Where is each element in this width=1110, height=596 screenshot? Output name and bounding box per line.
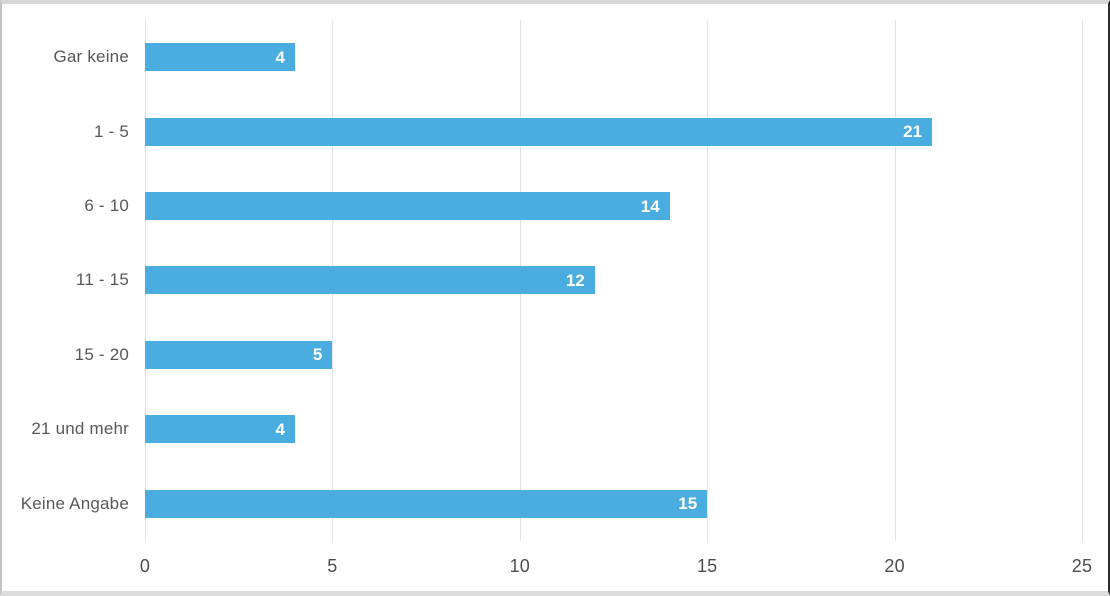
category-label: 21 und mehr bbox=[31, 419, 129, 439]
x-tick-label: 15 bbox=[696, 556, 718, 576]
x-tick-label: 20 bbox=[884, 556, 905, 576]
bar: 21 bbox=[145, 117, 933, 146]
bar-row: 12 bbox=[145, 243, 1082, 317]
bar-chart: Gar keine 1 - 5 6 - 10 11 - 15 15 - 20 21 und… bbox=[2, 4, 1108, 591]
bar-row: 5 bbox=[145, 318, 1082, 392]
bar-value-label: 14 bbox=[640, 196, 660, 216]
bar-rows: 4 21 14 12 5 4 15 bbox=[145, 20, 1082, 541]
bar: 14 bbox=[145, 192, 670, 221]
category-label: 1 - 5 bbox=[93, 121, 129, 141]
x-tick-label: 10 bbox=[509, 556, 531, 576]
bar: 5 bbox=[145, 340, 333, 369]
category-label: 6 - 10 bbox=[84, 196, 129, 216]
x-tick-label: 25 bbox=[1071, 556, 1093, 576]
bar-row: 4 bbox=[145, 392, 1082, 466]
bar-value-label: 5 bbox=[312, 345, 323, 365]
bar-value-label: 21 bbox=[903, 122, 923, 142]
bar: 4 bbox=[145, 43, 295, 72]
plot-area: 4 21 14 12 5 4 15 bbox=[145, 20, 1083, 541]
category-label: 11 - 15 bbox=[75, 270, 129, 290]
category-label: Gar keine bbox=[53, 47, 129, 67]
gridline bbox=[894, 20, 896, 541]
bar-value-label: 4 bbox=[275, 47, 285, 67]
bar-row: 15 bbox=[145, 467, 1082, 541]
x-tick-label: 5 bbox=[327, 556, 338, 576]
x-axis: 0 5 10 15 20 25 bbox=[140, 553, 1092, 579]
gridline bbox=[1082, 20, 1083, 541]
bar-row: 21 bbox=[145, 94, 1082, 168]
category-label: Keine Angabe bbox=[20, 493, 129, 513]
x-tick-label: 0 bbox=[139, 556, 151, 576]
bar: 12 bbox=[145, 266, 595, 295]
bar-row: 14 bbox=[145, 169, 1082, 243]
bar-row: 4 bbox=[145, 20, 1082, 94]
category-label: 15 - 20 bbox=[74, 344, 129, 364]
bar: 15 bbox=[145, 489, 708, 518]
bar-value-label: 15 bbox=[678, 494, 698, 514]
bar: 4 bbox=[145, 415, 295, 444]
bar-value-label: 12 bbox=[565, 270, 585, 290]
gridline bbox=[707, 20, 709, 541]
category-axis: Gar keine 1 - 5 6 - 10 11 - 15 15 - 20 21 und… bbox=[2, 20, 129, 541]
bar-value-label: 4 bbox=[275, 419, 285, 439]
